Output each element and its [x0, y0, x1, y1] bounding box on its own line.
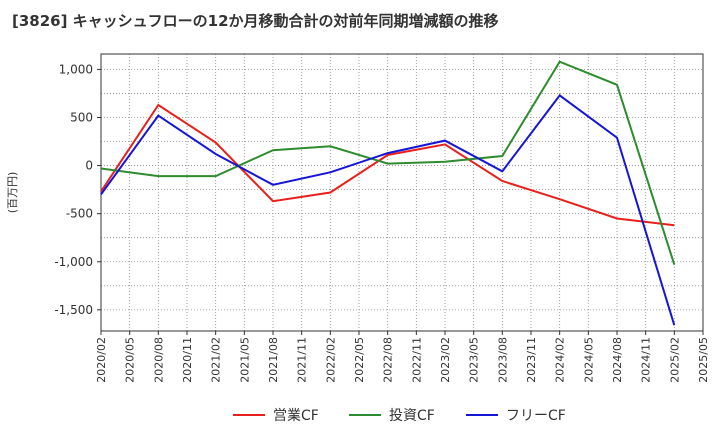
x-tick-label: 2023/08: [496, 337, 509, 383]
legend-label: 投資CF: [389, 408, 435, 424]
y-tick-label: 0: [85, 159, 93, 173]
series-line-2: [100, 60, 676, 265]
x-tick-label: 2024/05: [582, 337, 595, 383]
legend-label: フリーCF: [506, 408, 566, 424]
x-tick-label: 2020/11: [181, 337, 194, 383]
y-tick-label: -500: [66, 207, 93, 221]
x-tick-label: 2025/05: [697, 337, 710, 383]
x-tick-label: 2021/05: [238, 337, 251, 383]
x-tick-label: 2023/11: [525, 337, 538, 383]
x-tick-label: 2022/08: [382, 337, 395, 383]
x-tick-label: 2025/02: [668, 337, 681, 383]
x-tick-label: 2022/02: [324, 337, 337, 383]
x-tick-label: 2021/11: [296, 337, 309, 383]
series-line-1: [100, 103, 675, 227]
x-tick-label: 2023/05: [468, 337, 481, 383]
x-tick-label: 2024/08: [611, 337, 624, 383]
x-tick-label: 2022/05: [353, 337, 366, 383]
legend-label: 営業CF: [273, 408, 319, 424]
x-tick-label: 2021/02: [210, 337, 223, 383]
x-tick-label: 2020/08: [152, 337, 165, 383]
x-tick-label: 2024/02: [554, 337, 567, 383]
x-tick-label: 2022/11: [410, 337, 423, 383]
y-axis-label: (百万円): [6, 172, 19, 214]
y-tick-label: 1,000: [59, 62, 93, 76]
x-tick-label: 2021/08: [267, 337, 280, 383]
y-tick-label: -1,500: [54, 303, 93, 317]
y-tick-label: 500: [70, 110, 93, 124]
y-tick-label: -1,000: [54, 255, 93, 269]
chart-title: [3826] キャッシュフローの12か月移動合計の対前年同期増減額の推移: [12, 12, 499, 30]
x-tick-label: 2020/02: [95, 337, 108, 383]
x-tick-label: 2020/05: [124, 337, 137, 383]
x-tick-label: 2023/02: [439, 337, 452, 383]
x-tick-label: 2024/11: [640, 337, 653, 383]
series-line-3: [100, 94, 676, 326]
plot-frame: [100, 53, 704, 332]
